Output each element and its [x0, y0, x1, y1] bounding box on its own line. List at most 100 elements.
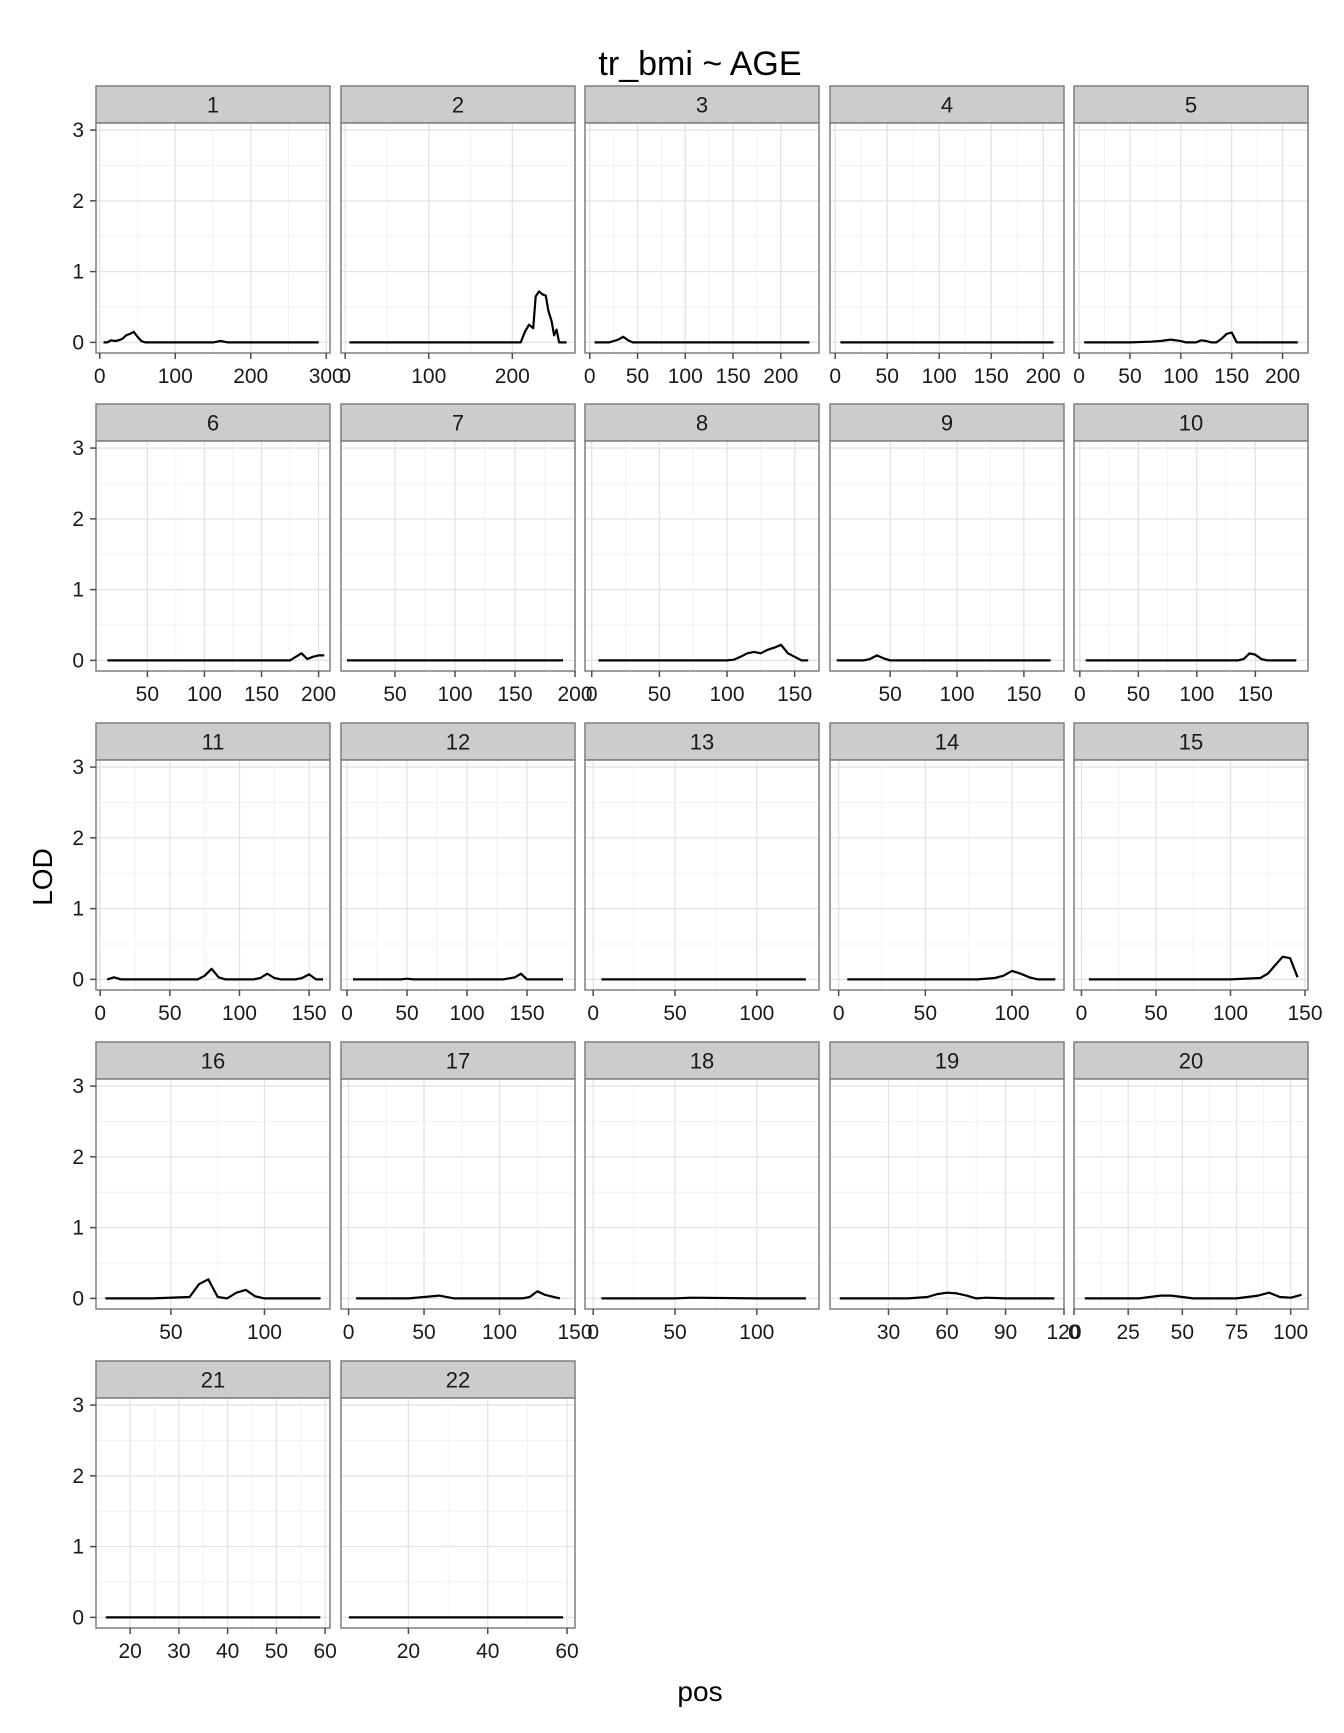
x-tick-label: 0	[833, 1002, 845, 1025]
facet-panel-border	[584, 122, 820, 354]
lod-line-series	[103, 330, 319, 344]
x-tick-label: 0	[1073, 365, 1085, 388]
facet-strip	[1073, 85, 1309, 124]
facet-panel-background	[96, 760, 330, 990]
facet-strip	[1073, 403, 1309, 442]
facet-strip-label: 7	[452, 411, 464, 436]
facet-strip	[1073, 1041, 1309, 1080]
y-tick-label: 0	[72, 331, 84, 354]
facet-strip	[584, 1041, 820, 1080]
facet-strip-label: 4	[941, 93, 953, 118]
x-tick-label: 200	[1265, 365, 1300, 388]
x-tick-label: 150	[1214, 365, 1249, 388]
facet-panel-background	[1074, 1079, 1308, 1309]
x-tick-label: 50	[878, 683, 901, 706]
facet-panel-2: 2 0 100 200	[339, 85, 576, 388]
x-tick-label: 0	[1076, 1002, 1088, 1025]
x-tick-label: 0	[1068, 1321, 1080, 1344]
y-tick-label: 3	[72, 1394, 84, 1417]
x-tick-label: 100	[1163, 365, 1198, 388]
facet-panel-border	[584, 759, 820, 991]
facet-strip	[340, 85, 576, 124]
y-tick-label: 3	[72, 756, 84, 779]
y-tick-label: 1	[72, 261, 84, 284]
lod-line-series	[836, 654, 1051, 662]
y-tick-label: 0	[72, 1287, 84, 1310]
x-tick-label: 200	[1026, 365, 1061, 388]
x-tick-label: 0	[339, 365, 351, 388]
facet-panel-22: 22 20 40 60	[340, 1360, 579, 1663]
y-tick-label: 1	[72, 898, 84, 921]
facet-panel-background	[341, 760, 575, 990]
x-tick-label: 40	[476, 1640, 499, 1663]
x-tick-label: 100	[709, 683, 744, 706]
x-tick-label: 50	[136, 683, 159, 706]
facet-strip	[584, 722, 820, 761]
facet-panel-background	[1074, 123, 1308, 353]
facet-strip-label: 15	[1179, 730, 1203, 755]
lod-line-series	[598, 643, 809, 662]
facet-strip-label: 20	[1179, 1049, 1203, 1074]
facet-strip-label: 21	[201, 1368, 225, 1393]
facet-panel-background	[341, 123, 575, 353]
y-tick-label: 1	[72, 579, 84, 602]
x-tick-label: 50	[395, 1002, 418, 1025]
y-tick-label: 2	[72, 1146, 84, 1169]
facet-strip	[95, 1041, 331, 1080]
facet-panel-border	[340, 122, 576, 354]
facet-panel-border	[1073, 1078, 1309, 1310]
x-tick-label: 150	[509, 1002, 544, 1025]
x-tick-label: 100	[668, 365, 703, 388]
y-tick-label: 2	[72, 190, 84, 213]
x-tick-label: 60	[935, 1321, 958, 1344]
lod-line-series	[107, 652, 325, 662]
facet-panel-border	[1073, 122, 1309, 354]
facet-panel-background	[830, 760, 1064, 990]
facet-panel-border	[95, 759, 331, 991]
x-tick-label: 50	[1118, 365, 1141, 388]
x-tick-label: 100	[411, 365, 446, 388]
facet-strip-label: 5	[1185, 93, 1197, 118]
facet-panel-9: 9 50 100 150	[829, 403, 1065, 706]
facet-panel-background	[585, 123, 819, 353]
x-tick-label: 75	[1225, 1321, 1248, 1344]
lod-line-series	[1085, 652, 1297, 662]
facet-panel-12: 12 0 50 100 150	[340, 722, 576, 1025]
y-axis-title: LOD	[27, 848, 58, 906]
facet-panel-border	[340, 440, 576, 672]
x-tick-label: 100	[739, 1321, 774, 1344]
x-tick-label: 30	[167, 1640, 190, 1663]
y-tick-label: 0	[72, 1606, 84, 1629]
x-tick-label: 20	[118, 1640, 141, 1663]
facet-panel-background	[341, 441, 575, 671]
facet-strip-label: 22	[446, 1368, 470, 1393]
x-tick-label: 150	[497, 683, 532, 706]
facet-strip	[340, 1041, 576, 1080]
x-tick-label: 50	[1144, 1002, 1167, 1025]
facet-panel-border	[584, 440, 820, 672]
facet-panel-15: 150 50 100 150	[1073, 722, 1323, 1025]
facet-panel-7: 7 50 100 150 200	[340, 403, 593, 706]
x-tick-label: 200	[763, 365, 798, 388]
facet-panel-border	[829, 759, 1065, 991]
facet-strip	[829, 85, 1065, 124]
facet-strip-label: 14	[935, 730, 959, 755]
chart-title: tr_bmi ~ AGE	[598, 45, 801, 83]
facet-strip	[95, 85, 331, 124]
x-tick-label: 100	[1179, 683, 1214, 706]
facet-panel-16: 16 0 1 2 3 50 100	[72, 1041, 331, 1344]
facet-panel-border	[340, 1397, 576, 1629]
x-tick-label: 50	[626, 365, 649, 388]
facet-panel-background	[585, 760, 819, 990]
x-tick-label: 100	[482, 1321, 517, 1344]
facet-panel-background	[585, 1079, 819, 1309]
lod-line-series	[847, 969, 1056, 981]
x-tick-label: 100	[437, 683, 472, 706]
x-tick-label: 40	[216, 1640, 239, 1663]
x-tick-label: 150	[974, 365, 1009, 388]
x-axis-title: pos	[677, 1676, 722, 1707]
facet-panel-background	[585, 441, 819, 671]
x-tick-label: 150	[716, 365, 751, 388]
x-tick-label: 50	[412, 1321, 435, 1344]
